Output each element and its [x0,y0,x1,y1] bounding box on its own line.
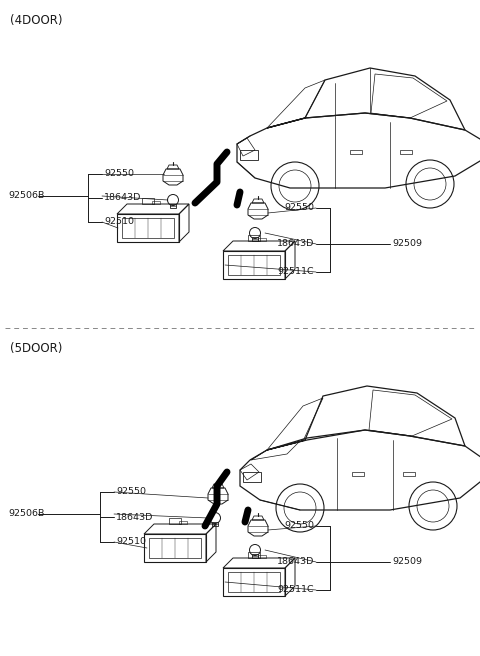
Bar [152,201,160,204]
Bar [258,555,266,558]
Bar [350,150,362,154]
Text: (4DOOR): (4DOOR) [10,14,62,27]
Bar [212,522,218,526]
Text: 92550: 92550 [104,169,134,178]
Bar [240,150,258,160]
Bar [142,198,154,204]
Text: 18643D: 18643D [116,512,154,522]
Text: 92510: 92510 [116,537,146,546]
Text: 92550: 92550 [284,203,314,213]
Text: 92511C: 92511C [277,268,314,276]
Text: 92506B: 92506B [8,192,44,201]
Text: 18643D: 18643D [276,239,314,249]
Bar [252,554,258,558]
Bar [258,238,266,241]
Text: 92506B: 92506B [8,510,44,518]
Text: 92509: 92509 [392,558,422,567]
Bar [170,204,176,208]
Text: 92550: 92550 [284,522,314,531]
Bar [252,237,258,241]
Text: 92510: 92510 [104,218,134,226]
Text: 92509: 92509 [392,239,422,249]
Bar [400,150,412,154]
Text: 92550: 92550 [116,487,146,497]
Bar [169,518,181,524]
Bar [352,472,364,476]
Text: 92511C: 92511C [277,586,314,594]
Bar [179,521,187,524]
Bar [248,552,260,558]
Text: 18643D: 18643D [276,558,314,567]
Bar [243,472,261,482]
Text: (5DOOR): (5DOOR) [10,342,62,355]
Bar [248,235,260,241]
Text: 18643D: 18643D [104,194,142,203]
Bar [403,472,415,476]
